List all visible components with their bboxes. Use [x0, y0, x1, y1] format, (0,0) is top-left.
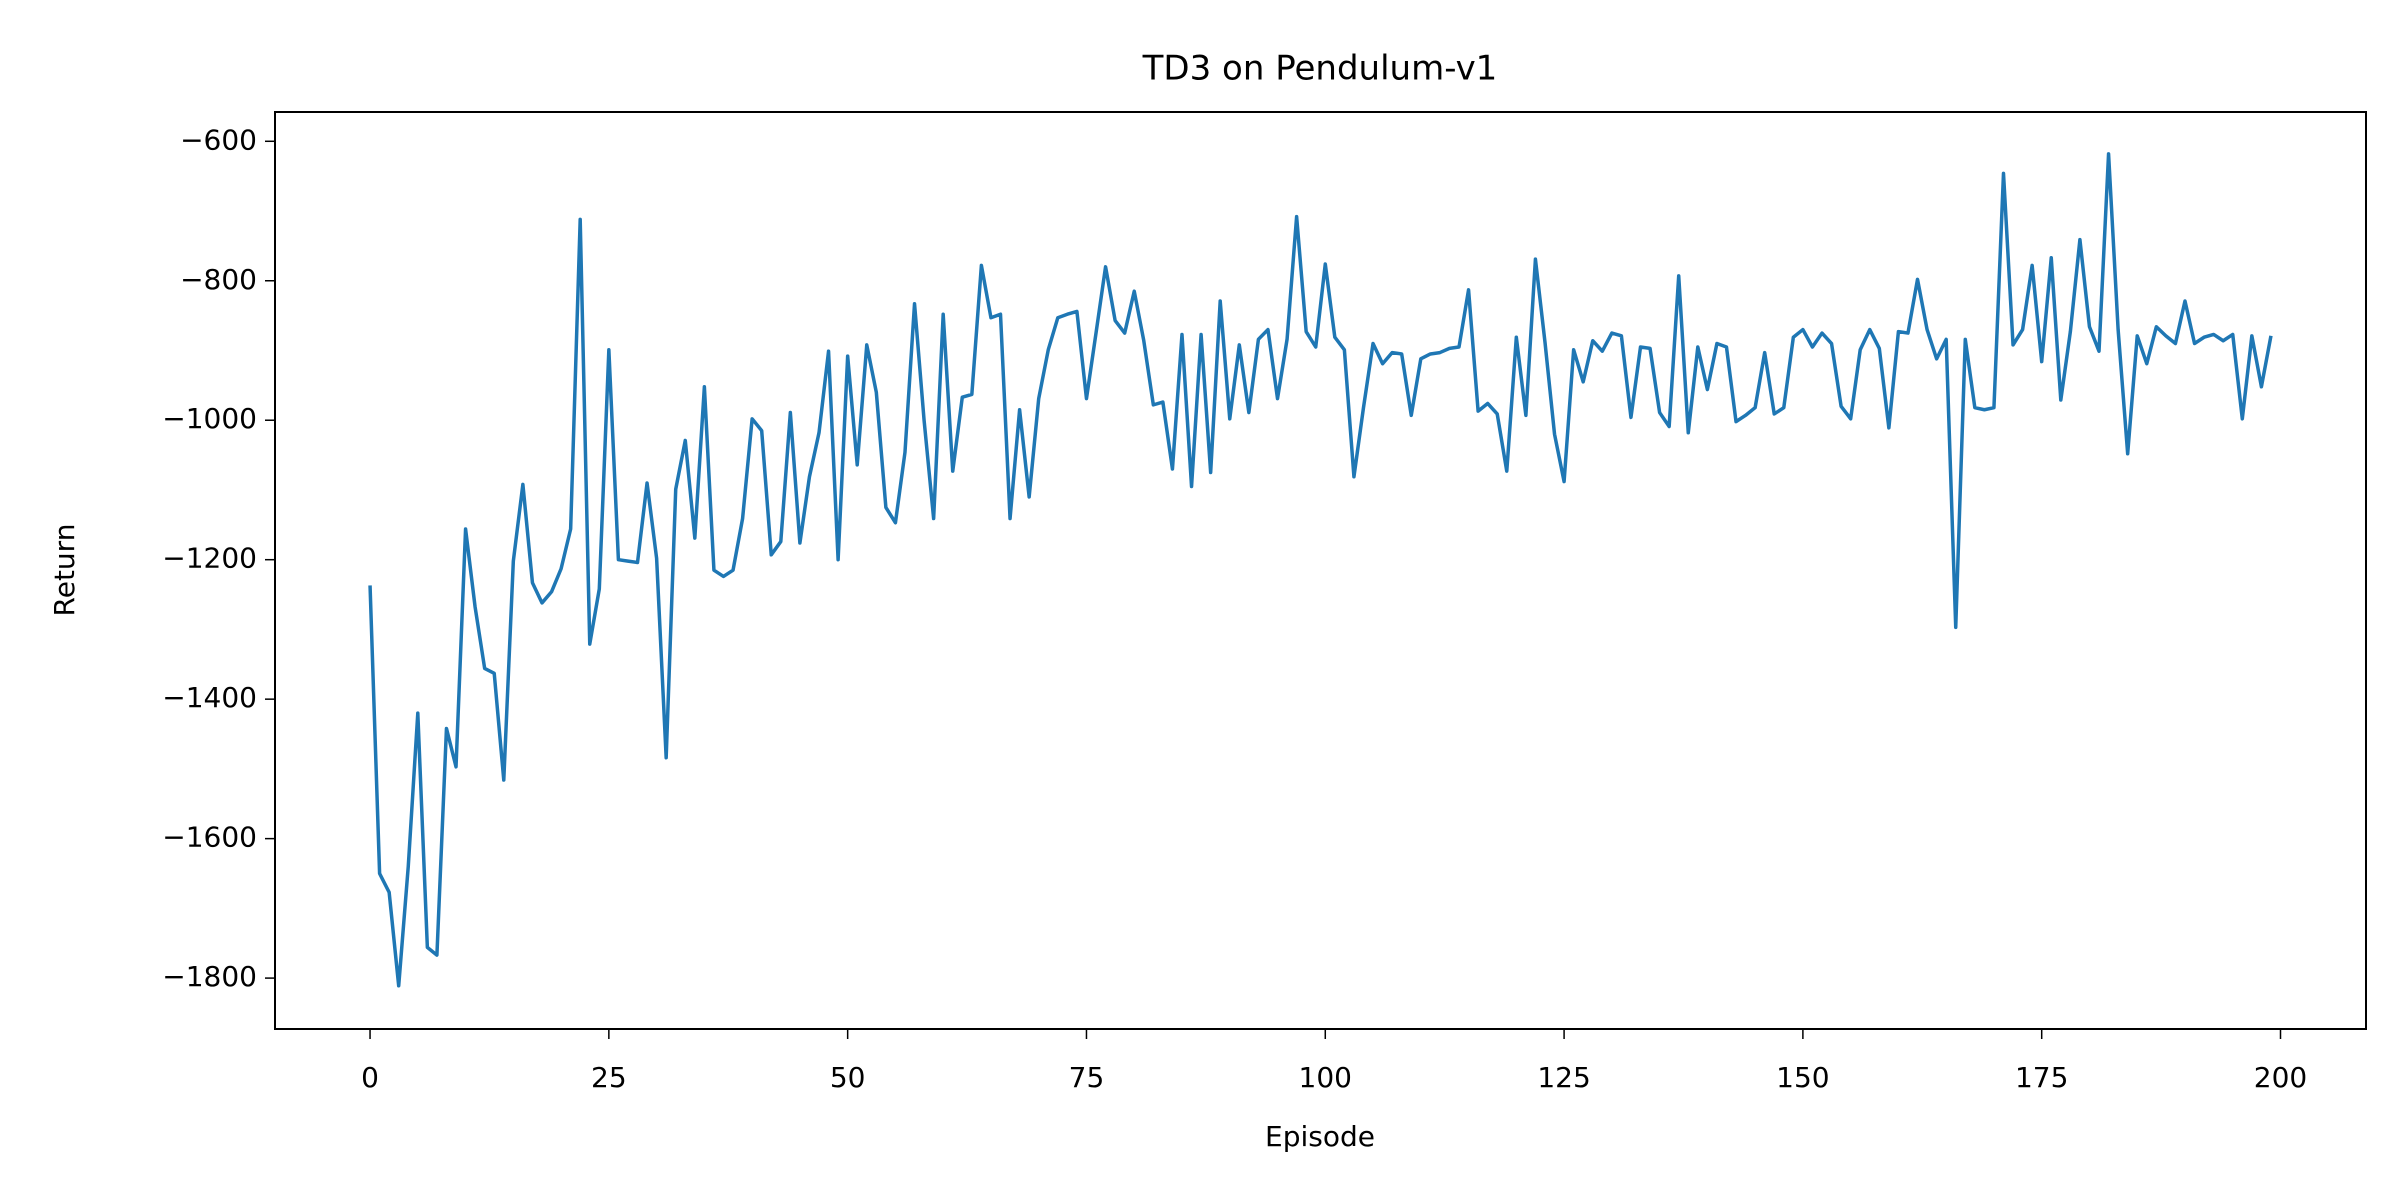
x-tick-label: 0 — [361, 1061, 379, 1094]
x-tick-label: 25 — [591, 1061, 627, 1094]
y-tick-label: −1800 — [162, 960, 257, 993]
y-tick-label: −1000 — [162, 402, 257, 435]
y-tick-label: −1600 — [162, 821, 257, 854]
x-axis-label: Episode — [1265, 1120, 1375, 1153]
x-tick-label: 125 — [1537, 1061, 1590, 1094]
y-axis-label: Return — [48, 524, 81, 617]
y-tick-label: −800 — [180, 263, 257, 296]
y-tick-label: −600 — [180, 123, 257, 156]
x-tick-label: 175 — [2015, 1061, 2068, 1094]
plot-frame — [274, 111, 2367, 1030]
x-tick-label: 100 — [1299, 1061, 1352, 1094]
x-tick-label: 75 — [1069, 1061, 1105, 1094]
x-tick-label: 50 — [830, 1061, 866, 1094]
x-tick-label: 200 — [2254, 1061, 2307, 1094]
chart-title: TD3 on Pendulum-v1 — [1142, 49, 1498, 89]
y-tick-label: −1400 — [162, 681, 257, 714]
data-line — [368, 152, 2273, 988]
y-tick-label: −1200 — [162, 542, 257, 575]
x-tick-label: 150 — [1776, 1061, 1829, 1094]
